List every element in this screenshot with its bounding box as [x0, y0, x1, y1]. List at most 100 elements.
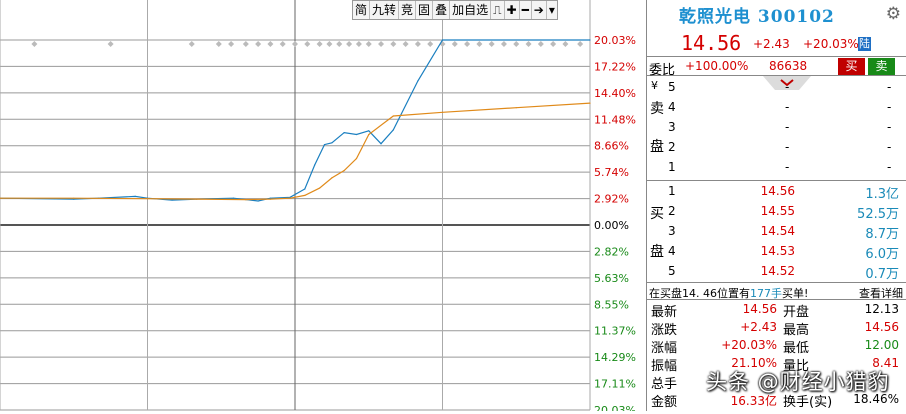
limit-marker: [390, 41, 397, 47]
toolbar-button[interactable]: 竞: [399, 1, 417, 19]
toolbar-button[interactable]: 简: [353, 1, 371, 19]
quote-label: 涨幅: [651, 341, 678, 356]
limit-marker: [242, 41, 249, 47]
average-point: [269, 198, 272, 200]
limit-marker: [316, 41, 323, 47]
toolbar-button[interactable]: 固: [416, 1, 434, 19]
ask-level: 5: [668, 80, 676, 94]
toolbar-button[interactable]: 叠: [433, 1, 451, 19]
bid-row[interactable]: 4 14.53 6.0万: [667, 241, 905, 262]
toolbar-button[interactable]: 加自选: [450, 1, 492, 19]
price-point: [343, 132, 345, 134]
order-diff-value: 86638: [769, 59, 808, 73]
price-point: [171, 199, 173, 201]
buy-button[interactable]: 买: [838, 58, 865, 75]
gear-icon[interactable]: ⚙: [885, 4, 901, 24]
toolbar-button[interactable]: 九转: [370, 1, 400, 19]
ask-price: -: [785, 100, 790, 114]
y-tick-label: 5.63%: [594, 272, 629, 285]
limit-marker: [188, 41, 195, 47]
bid-level: 2: [668, 204, 676, 218]
toolbar-button[interactable]: ▾: [548, 3, 555, 17]
collapse-icon[interactable]: [763, 76, 811, 92]
sell-button[interactable]: 卖: [868, 58, 895, 75]
price-point: [380, 143, 382, 145]
quote-value: 12.00: [864, 338, 899, 352]
bid-volume: 0.7万: [865, 267, 899, 282]
quote-label: 最低: [783, 341, 810, 356]
ask-price: -: [785, 120, 790, 134]
price-row: 14.56 +2.43 +20.03% 陆: [647, 28, 906, 56]
price-point: [73, 198, 75, 200]
price-point: [257, 200, 259, 202]
price-point: [392, 129, 394, 131]
toolbar-button[interactable]: ➔: [532, 1, 547, 19]
bid-price: 14.55: [760, 204, 795, 218]
bid-row[interactable]: 3 14.54 8.7万: [667, 221, 905, 242]
notice-prefix: 在买盘14. 46位置有: [649, 287, 750, 300]
title-row: 乾照光电 300102 ⚙: [647, 0, 906, 28]
price-change: +2.43: [753, 37, 790, 51]
bid-row[interactable]: 5 14.52 0.7万: [667, 261, 905, 282]
toolbar-button[interactable]: ━: [520, 1, 532, 19]
ask-row[interactable]: 5 - -: [667, 77, 905, 97]
average-point: [515, 107, 517, 109]
ask-price: -: [785, 80, 790, 94]
y-tick-label: 8.66%: [594, 140, 629, 153]
ask-volume: -: [887, 160, 892, 174]
bid-volume: 6.0万: [865, 247, 899, 262]
average-point: [196, 198, 198, 200]
limit-marker: [500, 41, 507, 47]
limit-marker: [304, 41, 311, 47]
bid-level: 5: [668, 264, 676, 278]
limit-marker: [577, 41, 584, 47]
ask-volume: -: [887, 100, 892, 114]
y-tick-label: 11.48%: [594, 113, 636, 126]
ask-volume: -: [887, 80, 892, 94]
average-point: [355, 157, 358, 160]
ask-row[interactable]: 1 - -: [667, 157, 905, 177]
ask-side-label: 卖: [650, 101, 664, 117]
bid-row[interactable]: 2 14.55 52.5万: [667, 201, 905, 222]
limit-marker: [365, 41, 372, 47]
intraday-chart[interactable]: 20.03% 17.22% 14.40% 11.48% 8.66% 5.74% 2.92% 0…: [0, 0, 646, 414]
quote-value: 8.41: [872, 356, 899, 370]
chart-canvas[interactable]: 20.03% 17.22% 14.40% 11.48% 8.66% 5.74% 2.92% 0…: [0, 0, 646, 414]
average-point: [289, 197, 291, 199]
toolbar-button[interactable]: ⎍: [491, 1, 505, 19]
limit-marker: [562, 41, 569, 47]
quote-panel: 乾照光电 300102 ⚙ 14.56 +2.43 +20.03% 陆 委比 +…: [646, 0, 906, 411]
limit-marker: [279, 41, 286, 47]
bid-volume: 52.5万: [857, 207, 899, 222]
y-tick-label: 2.92%: [594, 193, 629, 206]
ask-level: 4: [668, 100, 676, 114]
y-tick-label: 2.82%: [594, 245, 629, 258]
quote-row: 最新 14.56 开盘 12.13: [647, 301, 906, 320]
y-tick-label: 14.29%: [594, 351, 636, 364]
ask-row[interactable]: 2 - -: [667, 137, 905, 157]
bid-row[interactable]: 1 14.56 1.3亿: [667, 181, 905, 202]
quote-label: 最高: [783, 323, 810, 338]
ask-volume: -: [887, 140, 892, 154]
limit-marker: [414, 41, 421, 47]
limit-marker: [31, 41, 38, 47]
ask-row[interactable]: 3 - -: [667, 117, 905, 137]
ask-row[interactable]: 4 - -: [667, 97, 905, 117]
quote-value: +20.03%: [721, 338, 777, 352]
quote-value: 14.56: [864, 320, 899, 334]
limit-marker: [355, 41, 362, 47]
quote-label: 振幅: [651, 359, 678, 374]
bid-level: 4: [668, 244, 676, 258]
quote-label: 金额: [651, 395, 678, 410]
bid-price: 14.52: [760, 264, 795, 278]
limit-marker: [451, 41, 458, 47]
y-tick-label: 17.22%: [594, 60, 636, 73]
limit-marker: [537, 41, 544, 47]
ask-book: ¥ 卖 盘 5 - - 4 - - 3 - - 2 - - 1 - -: [647, 76, 906, 180]
chart-toolbar: 简九转竞固叠加自选 ⎍ ✚ ━ ➔ ▾: [352, 0, 558, 20]
y-tick-label: 0.00%: [594, 219, 629, 232]
price-point: [417, 80, 419, 82]
view-detail-link[interactable]: 查看详细: [859, 287, 903, 300]
ask-volume: -: [887, 120, 892, 134]
toolbar-button[interactable]: ✚: [505, 1, 520, 19]
